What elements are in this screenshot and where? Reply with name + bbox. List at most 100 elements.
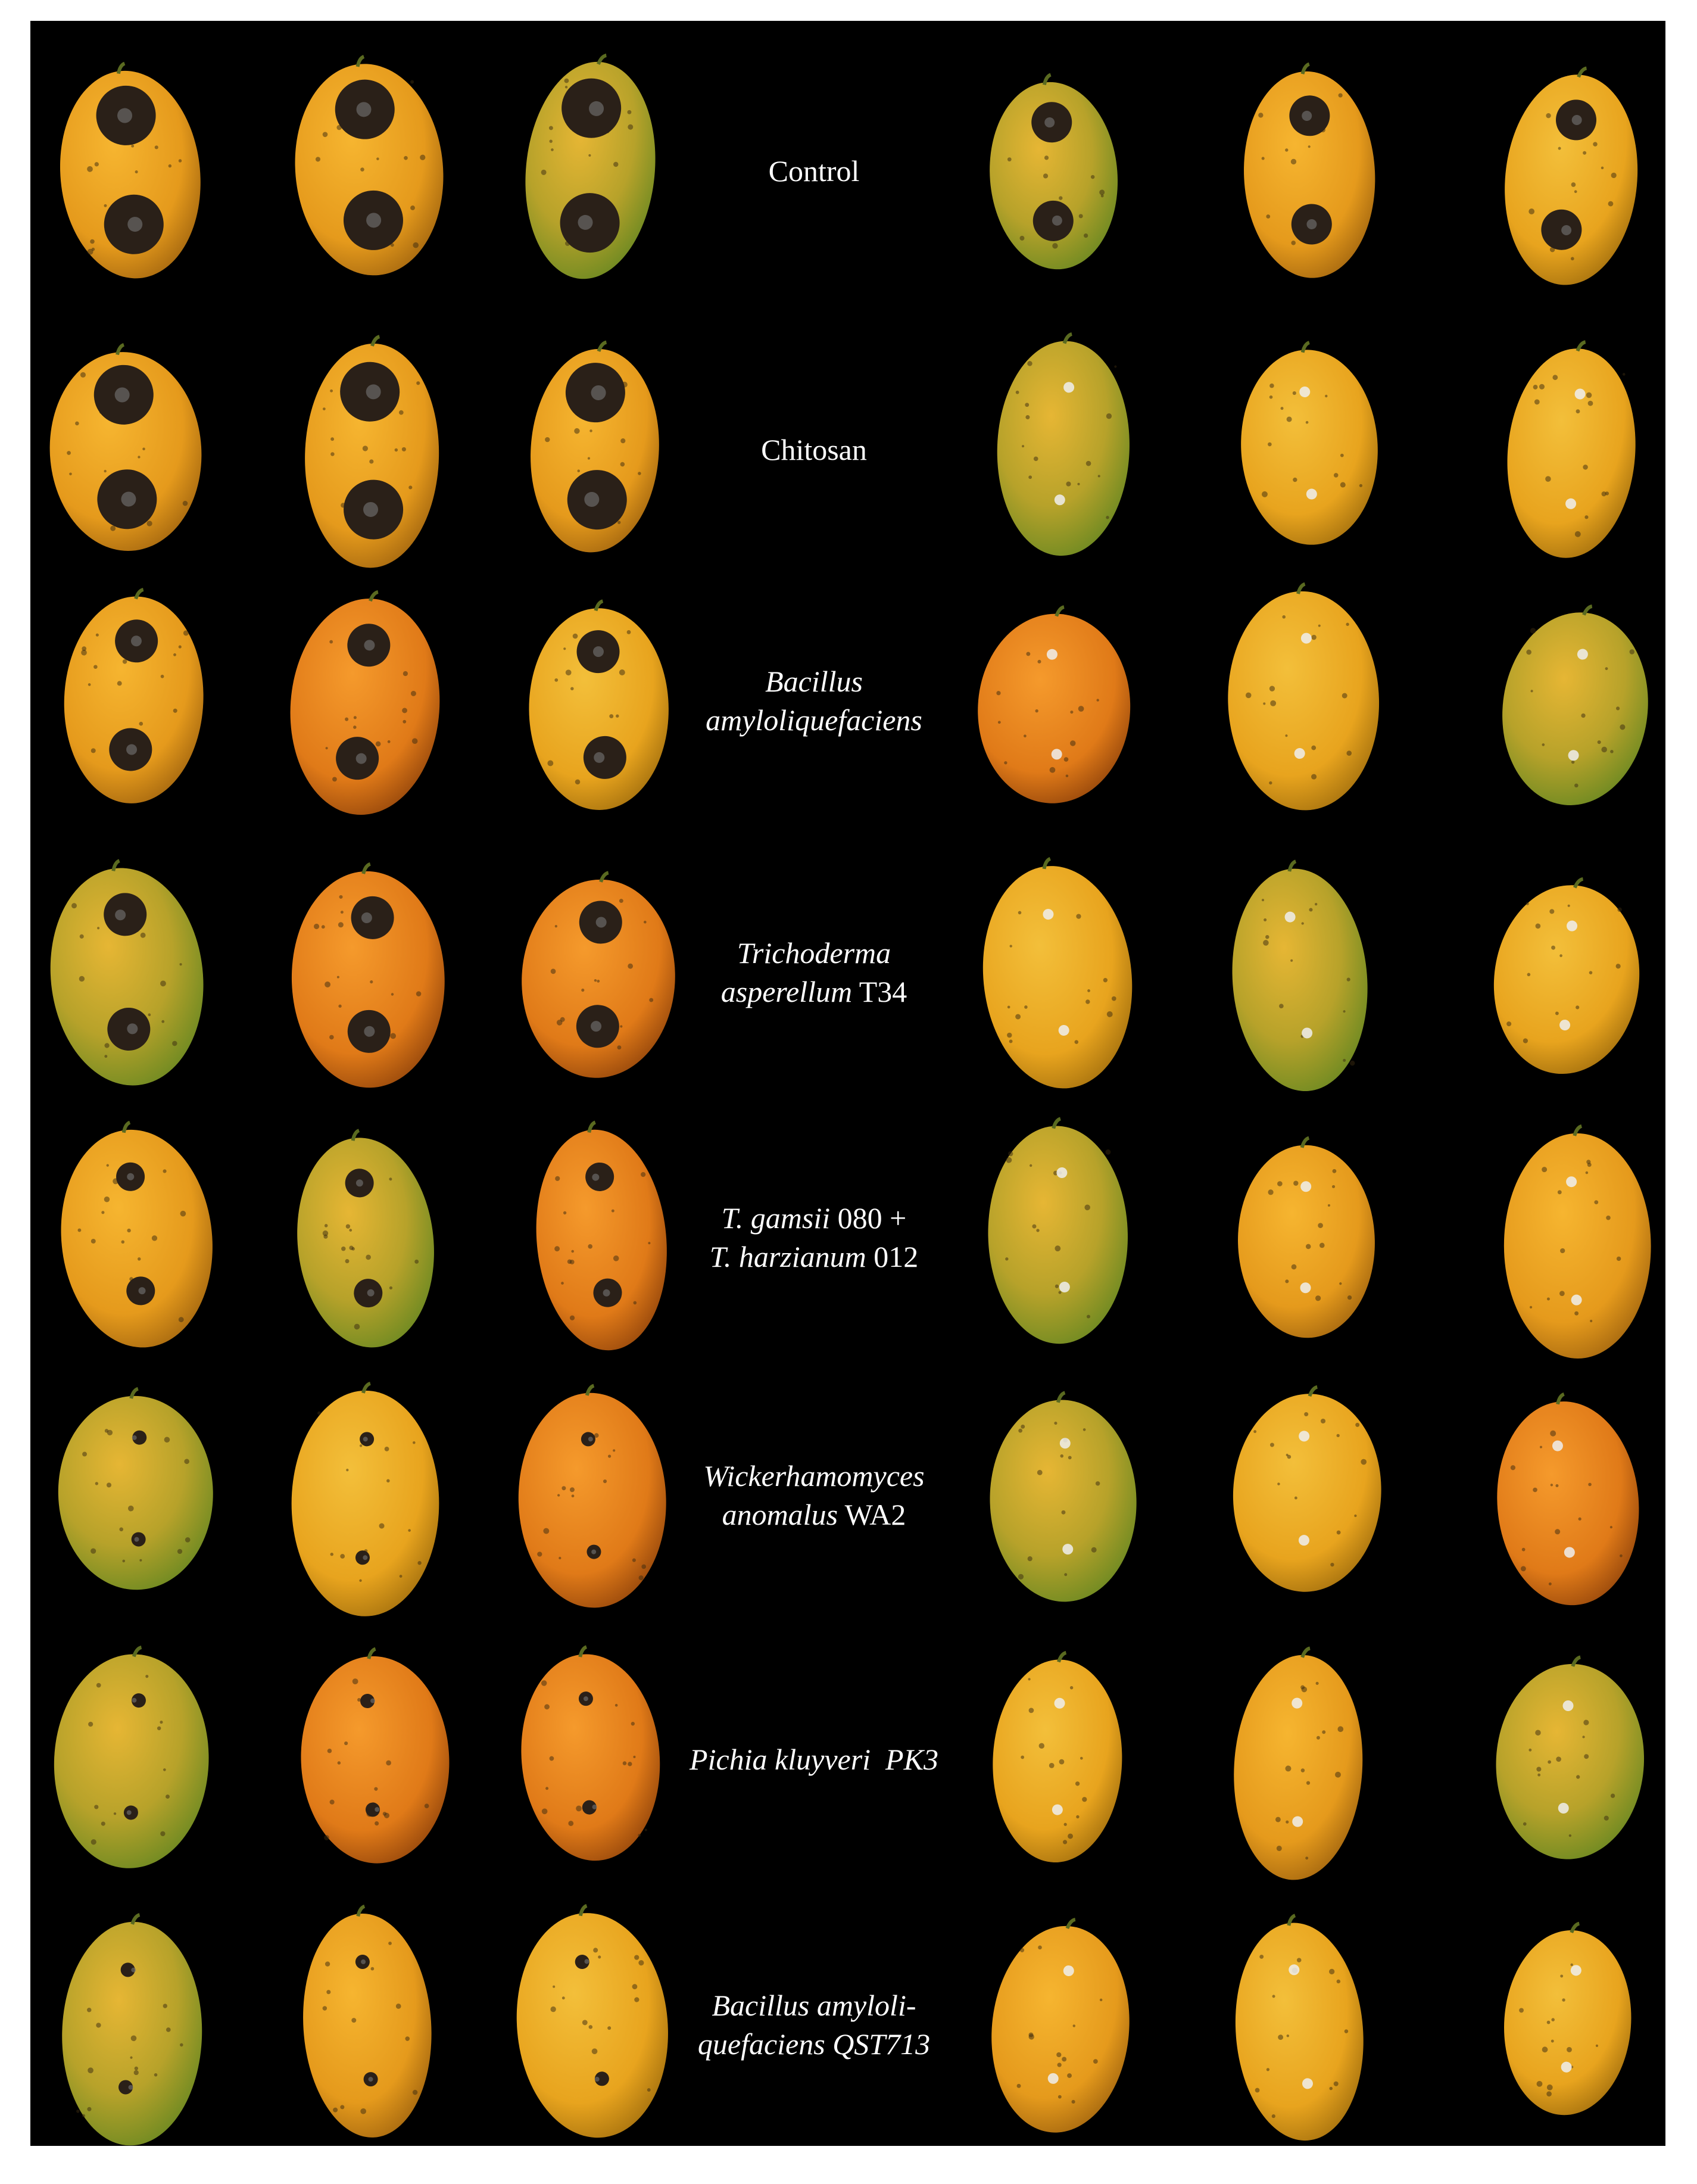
mango-stem (129, 1387, 139, 1399)
speck (80, 372, 86, 378)
wound (1289, 1964, 1300, 1976)
speck (631, 1721, 635, 1726)
speck (139, 721, 144, 726)
speck (315, 157, 321, 162)
speck (641, 1564, 647, 1569)
speck (349, 1229, 352, 1232)
label-text: T34 (852, 975, 907, 1008)
speck (330, 437, 335, 441)
speck (130, 2035, 137, 2042)
speck (1521, 1547, 1526, 1551)
lesion (585, 1162, 614, 1191)
speck (375, 741, 381, 747)
speck (627, 110, 632, 114)
speck (408, 485, 413, 490)
mango-body (1234, 1655, 1363, 1880)
speck (1343, 1010, 1346, 1013)
speck (1551, 945, 1556, 950)
speck (1305, 1244, 1311, 1250)
label-text: Chitosan (761, 433, 867, 466)
speck (1557, 1190, 1562, 1195)
mango (297, 1129, 434, 1348)
speck (554, 1246, 560, 1252)
mango-body (978, 613, 1131, 803)
speck (1574, 190, 1577, 194)
speck (87, 166, 93, 172)
mango (516, 1903, 668, 2138)
speck (95, 1482, 99, 1485)
speck (603, 1479, 607, 1484)
wound (1063, 382, 1075, 393)
speck (1007, 1005, 1010, 1009)
speck (1103, 978, 1108, 983)
speck (1567, 2046, 1572, 2052)
speck (1588, 1482, 1592, 1487)
mango-body (536, 1129, 667, 1351)
speck (563, 647, 566, 650)
speck (180, 1210, 186, 1217)
speck (1090, 175, 1095, 179)
mango-stem (367, 1647, 376, 1659)
speck (620, 462, 625, 467)
lesion-core (592, 1804, 597, 1809)
speck (329, 640, 333, 644)
mango-stem (1570, 1921, 1580, 1933)
speck (638, 1960, 644, 1966)
speck (1259, 1954, 1264, 1959)
lesion-core (1561, 225, 1572, 235)
wound (1046, 649, 1057, 660)
speck (1542, 2046, 1548, 2053)
label-text: Trichoderma (737, 936, 891, 970)
speck (1069, 1686, 1074, 1690)
speck (1311, 634, 1317, 640)
speck (1296, 1958, 1302, 1962)
mango (1505, 66, 1638, 285)
speck (1263, 940, 1269, 946)
wound (1306, 488, 1317, 500)
speck (411, 738, 418, 744)
speck (1038, 1945, 1042, 1950)
speck (561, 1282, 564, 1285)
speck (401, 447, 406, 451)
speck (163, 2004, 167, 2008)
speck (587, 457, 590, 460)
speck (1277, 1181, 1283, 1186)
speck (545, 437, 550, 443)
speck (564, 78, 569, 83)
speck (75, 421, 79, 426)
speck (340, 911, 344, 914)
speck (93, 665, 98, 669)
label-text: amyloliquefaciens (706, 703, 922, 737)
speck (1551, 2018, 1555, 2021)
speck (1309, 908, 1313, 912)
speck (1028, 475, 1032, 479)
mango-stem (356, 1904, 366, 1917)
mango (1241, 341, 1378, 545)
speck (1333, 2081, 1339, 2086)
speck (1587, 1163, 1592, 1167)
speck (619, 669, 625, 675)
wound (1561, 2061, 1572, 2073)
speck (1066, 481, 1071, 487)
speck (177, 1549, 183, 1554)
speck (549, 1756, 554, 1761)
speck (1019, 235, 1025, 241)
speck (410, 205, 415, 210)
speck (330, 1553, 333, 1556)
treatment-label: amyloliquefaciens (706, 703, 922, 737)
speck (405, 2036, 410, 2041)
speck (1261, 491, 1268, 497)
speck (121, 1240, 125, 1244)
speck (146, 521, 152, 526)
speck (1318, 624, 1321, 627)
speck (1582, 1736, 1585, 1739)
speck (613, 1449, 616, 1452)
label-text: Pichia kluyveri PK3 (689, 1743, 938, 1776)
wound (1567, 920, 1578, 931)
speck (1570, 257, 1574, 261)
speck (1610, 1793, 1615, 1798)
speck (340, 1554, 345, 1559)
label-text: Wickerhamomyces (703, 1459, 924, 1493)
speck (352, 1678, 358, 1685)
